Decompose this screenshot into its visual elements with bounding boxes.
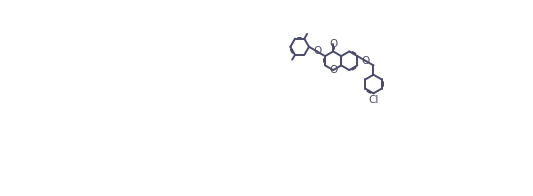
Text: O: O bbox=[313, 46, 321, 56]
Text: Cl: Cl bbox=[368, 95, 378, 105]
Text: O: O bbox=[329, 39, 337, 49]
Text: O: O bbox=[361, 56, 369, 66]
Text: O: O bbox=[329, 65, 337, 75]
